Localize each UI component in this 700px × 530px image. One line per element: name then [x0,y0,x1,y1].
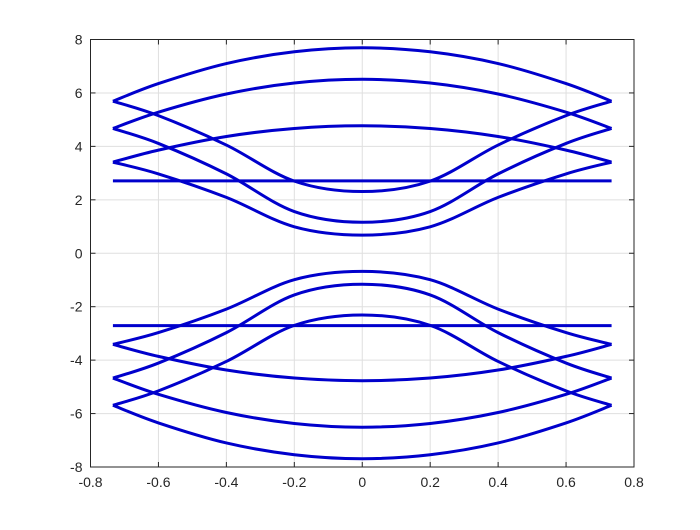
series-line-9 [112,376,613,429]
series-line-7 [112,160,612,237]
series-line-1 [112,46,613,103]
series-line-6 [112,127,613,224]
series-line-5 [112,99,613,194]
series-line-2 [112,77,613,130]
x-tick-label: -0.6 [146,474,170,490]
y-tick-label: 4 [75,138,83,154]
x-tick-label: 0 [358,474,366,490]
series-lines [112,46,613,461]
y-tick-label: -4 [70,352,83,368]
x-tick-label: -0.4 [214,474,238,490]
y-tick-label: 0 [75,245,83,261]
series-line-10 [112,342,612,383]
y-tick-label: -2 [70,299,83,315]
series-line-12 [112,313,613,407]
y-tick-label: 6 [75,85,83,101]
series-line-13 [112,282,613,380]
x-tick-label: 0.6 [556,474,576,490]
y-tick-label: -6 [70,406,83,422]
grid [90,39,635,468]
series-line-3 [112,124,612,164]
y-tick-label: 2 [75,192,83,208]
x-tick-label: 0.4 [488,474,508,490]
y-tick-label: -8 [70,459,83,475]
series-line-14 [112,269,612,346]
ticks: -0.8 -0.6 -0.4 -0.2 0 0.2 0.4 0.6 0.8 -8 -6 -4 -2 0 2 4… [70,32,644,491]
x-tick-label: -0.8 [78,474,102,490]
x-tick-label: 0.2 [420,474,440,490]
series-line-8 [112,403,613,461]
x-tick-label: 0.8 [624,474,644,490]
x-tick-label: -0.2 [282,474,306,490]
y-tick-label: 8 [75,32,83,48]
